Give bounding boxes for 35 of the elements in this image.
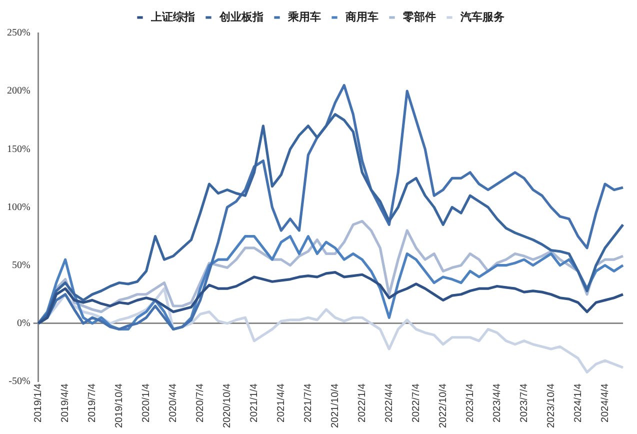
x-tick-label: 2021/1/4 bbox=[248, 383, 260, 422]
x-tick-label: 2021/10/4 bbox=[330, 383, 341, 428]
x-tick-label: 2024/1/4 bbox=[572, 383, 584, 422]
legend-label: 汽车服务 bbox=[460, 10, 504, 24]
x-tick-label: 2023/10/4 bbox=[546, 383, 557, 428]
x-tick-label: 2023/7/4 bbox=[518, 383, 530, 422]
x-tick-label: 2023/4/4 bbox=[492, 383, 503, 422]
y-tick-label: -50% bbox=[8, 376, 30, 388]
legend-label: 创业板指 bbox=[218, 10, 264, 24]
x-tick-label: 2022/10/4 bbox=[438, 383, 449, 428]
y-tick-label: 150% bbox=[6, 144, 30, 155]
y-tick-label: 200% bbox=[6, 86, 30, 97]
x-tick-label: 2023/1/4 bbox=[464, 383, 476, 422]
x-tick-label: 2019/1/4 bbox=[33, 383, 44, 422]
legend-label: 零部件 bbox=[402, 10, 436, 24]
x-tick-label: 2020/10/4 bbox=[222, 383, 233, 428]
x-tick-label: 2021/4/4 bbox=[276, 383, 287, 422]
y-tick-label: 250% bbox=[6, 28, 30, 39]
x-tick-label: 2019/10/4 bbox=[114, 383, 126, 428]
x-tick-label: 2020/7/4 bbox=[194, 383, 206, 422]
x-tick-label: 2022/4/4 bbox=[384, 383, 395, 422]
legend-label: 乘用车 bbox=[287, 10, 321, 24]
x-tick-label: 2019/4/4 bbox=[60, 383, 72, 422]
y-tick-label: 50% bbox=[12, 260, 30, 271]
y-tick-label: 100% bbox=[6, 202, 30, 213]
y-tick-label: 0% bbox=[16, 318, 30, 330]
legend-label: 商用车 bbox=[344, 10, 378, 24]
x-tick-label: 2022/7/4 bbox=[410, 383, 422, 422]
x-tick-label: 2021/7/4 bbox=[302, 383, 314, 422]
x-tick-label: 2022/1/4 bbox=[356, 383, 368, 422]
x-tick-label: 2020/1/4 bbox=[141, 383, 152, 422]
x-tick-label: 2020/4/4 bbox=[168, 383, 180, 422]
legend-label: 上证综指 bbox=[150, 10, 195, 24]
x-tick-label: 2024/4/4 bbox=[600, 383, 611, 422]
x-tick-label: 2019/7/4 bbox=[87, 383, 98, 422]
